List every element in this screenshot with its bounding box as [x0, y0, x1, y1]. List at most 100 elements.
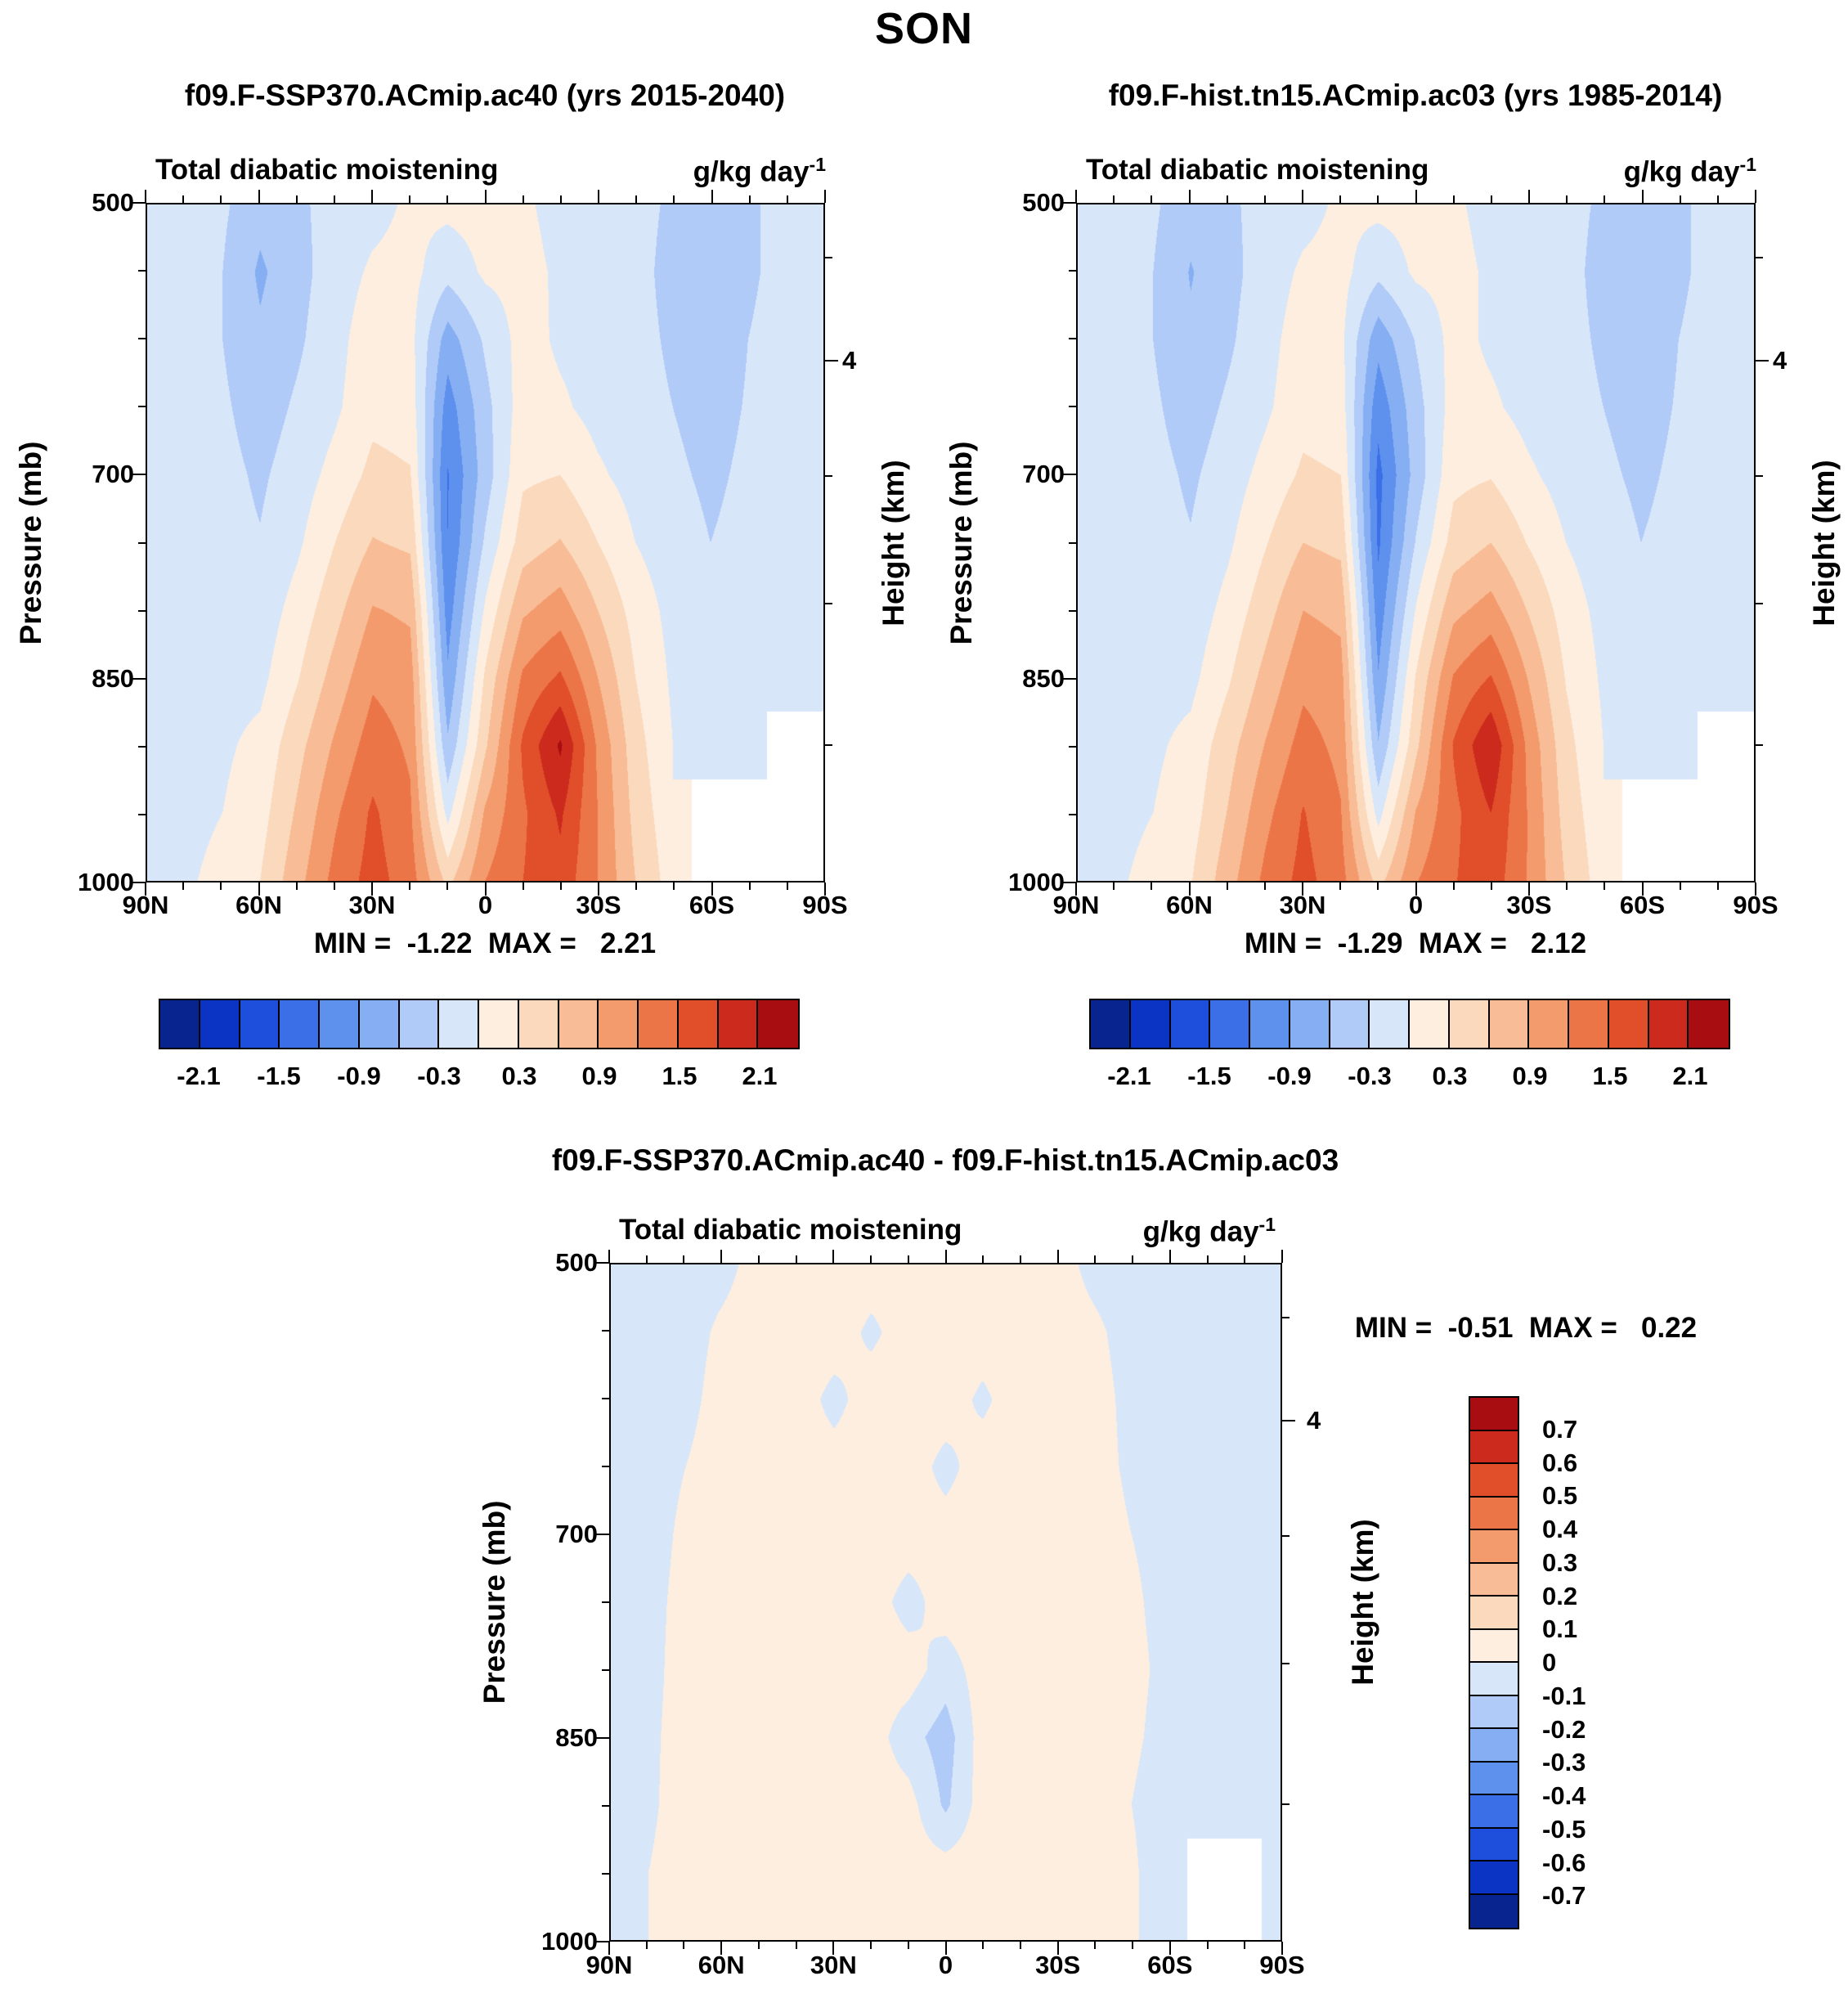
- axis-tick: [334, 195, 335, 203]
- colorbar-tick-label: 2.1: [1672, 1062, 1708, 1090]
- axis-tick: [608, 1250, 610, 1263]
- plot-area: [146, 203, 825, 882]
- colorbar-cell: [1470, 1696, 1518, 1729]
- axis-tick: [220, 882, 222, 890]
- x-tick-label: 30S: [576, 891, 621, 919]
- colorbar-tick-label: -1.5: [1187, 1062, 1231, 1090]
- colorbar-tick-label: 0.5: [1542, 1481, 1578, 1511]
- axis-tick: [1094, 1942, 1096, 1949]
- colorbar-cell: [1290, 1000, 1330, 1048]
- y-tick-label: 850: [1022, 663, 1065, 693]
- colorbar-cell: [1470, 1763, 1518, 1795]
- colorbar-tick-label: -0.6: [1542, 1848, 1586, 1877]
- axis-tick: [825, 475, 832, 477]
- axis-tick: [1132, 1942, 1133, 1949]
- colorbar-tick-label: 1.5: [1592, 1062, 1628, 1090]
- axis-tick: [796, 1942, 797, 1949]
- colorbar-cell: [1370, 1000, 1410, 1048]
- contour-canvas: [611, 1264, 1281, 1940]
- x-tick-label: 60N: [235, 891, 282, 919]
- axis-tick: [683, 1255, 684, 1263]
- colorbar-cell: [1470, 1597, 1518, 1630]
- axis-tick: [138, 338, 146, 339]
- colorbar-cell: [1470, 1464, 1518, 1498]
- axis-tick: [1075, 190, 1077, 203]
- contour-canvas: [147, 204, 823, 881]
- axis-tick: [602, 1398, 609, 1399]
- axis-tick: [1302, 882, 1303, 896]
- axis-tick: [138, 814, 146, 815]
- axis-tick: [598, 190, 599, 203]
- axis-tick: [1282, 1420, 1295, 1421]
- units-base: g/kg day: [1142, 1215, 1259, 1248]
- axis-tick: [1151, 195, 1152, 203]
- axis-tick: [596, 1737, 609, 1739]
- axis-tick: [1755, 190, 1756, 203]
- colorbar-cell: [1131, 1000, 1171, 1048]
- colorbar-cell: [1470, 1895, 1518, 1928]
- x-tick-label: 30N: [348, 891, 396, 919]
- y-tick-label: 700: [555, 1520, 598, 1548]
- axis-tick: [1642, 882, 1644, 896]
- variable-label: Total diabatic moistening: [619, 1214, 962, 1246]
- axis-tick: [446, 195, 448, 203]
- axis-tick: [138, 746, 146, 748]
- axis-tick: [1755, 882, 1756, 896]
- x-tick-label: 30N: [810, 1951, 857, 1979]
- height-axis-label: Height (km): [877, 460, 910, 626]
- colorbar-cell: [1091, 1000, 1131, 1048]
- axis-tick: [1057, 1942, 1059, 1955]
- colorbar-tick-label: -0.3: [417, 1062, 461, 1090]
- colorbar-cell: [160, 1000, 200, 1048]
- axis-tick: [1756, 475, 1763, 477]
- axis-tick: [1756, 360, 1769, 362]
- panel-title: f09.F-SSP370.ACmip.ac40 (yrs 2015-2040): [184, 79, 786, 112]
- axis-tick: [1094, 1255, 1096, 1263]
- axis-tick: [1063, 202, 1076, 204]
- axis-tick: [908, 1255, 909, 1263]
- axis-tick: [523, 195, 524, 203]
- height-tick-label: 4: [842, 346, 857, 375]
- axis-tick: [1069, 338, 1076, 339]
- axis-tick: [598, 882, 599, 896]
- axis-tick: [832, 1250, 834, 1263]
- axis-tick: [870, 1255, 872, 1263]
- y-tick-label: 500: [1022, 188, 1065, 217]
- axis-tick: [1491, 195, 1492, 203]
- axis-tick: [485, 190, 487, 203]
- axis-tick: [1680, 882, 1681, 890]
- colorbar-cell: [1410, 1000, 1450, 1048]
- colorbar-cell: [679, 1000, 719, 1048]
- units-exponent: -1: [1258, 1214, 1276, 1235]
- colorbar-tick-label: 0.1: [1542, 1615, 1578, 1644]
- colorbar-cell: [1450, 1000, 1490, 1048]
- colorbar-cell: [1649, 1000, 1689, 1048]
- axis-tick: [787, 195, 788, 203]
- axis-tick: [787, 882, 788, 890]
- units-exponent: -1: [1739, 154, 1756, 175]
- colorbar-tick-label: 0.9: [1512, 1062, 1548, 1090]
- axis-tick: [1132, 1255, 1133, 1263]
- x-tick-label: 90S: [802, 891, 848, 919]
- colorbar-tick-label: 0.3: [1432, 1062, 1468, 1090]
- axis-tick: [1756, 744, 1763, 746]
- axis-tick: [602, 1669, 609, 1671]
- units-base: g/kg day: [1623, 155, 1740, 188]
- figure-title: SON: [874, 4, 974, 53]
- axis-tick: [832, 1942, 834, 1955]
- axis-tick: [138, 406, 146, 407]
- axis-tick: [1189, 190, 1191, 203]
- axis-tick: [1264, 195, 1266, 203]
- axis-tick: [1069, 746, 1076, 748]
- colorbar-cell: [1470, 1829, 1518, 1862]
- axis-tick: [720, 1942, 722, 1955]
- x-tick-label: 0: [478, 891, 493, 919]
- axis-tick: [1717, 882, 1719, 890]
- axis-tick: [132, 202, 146, 204]
- colorbar-cell: [1330, 1000, 1370, 1048]
- axis-tick: [132, 678, 146, 680]
- x-tick-label: 0: [938, 1951, 953, 1979]
- axis-tick: [1415, 190, 1417, 203]
- height-axis-label: Height (km): [1807, 460, 1841, 626]
- x-tick-label: 0: [1408, 891, 1424, 919]
